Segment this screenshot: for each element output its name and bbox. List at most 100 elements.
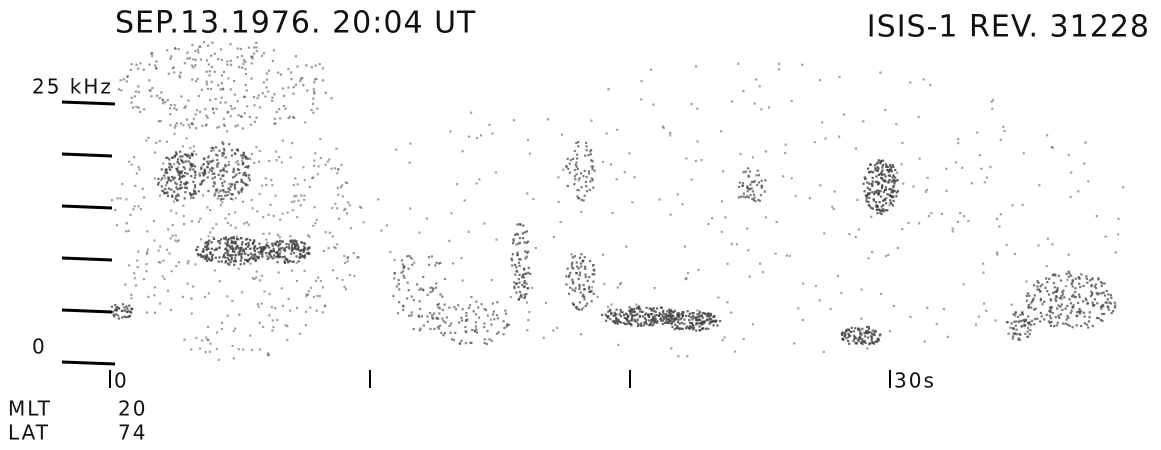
speckle-dot [1122, 186, 1124, 188]
speckle-dot [258, 161, 260, 163]
speckle-dot [927, 177, 929, 179]
speckle-dot [877, 170, 879, 172]
speckle-dot [252, 207, 254, 209]
speckle-dot [173, 66, 175, 68]
speckle-dot [831, 206, 833, 208]
speckle-dot [253, 104, 255, 106]
speckle-dot [809, 197, 811, 199]
speckle-dot [207, 166, 209, 168]
speckle-dot [237, 247, 239, 249]
speckle-dot [930, 212, 932, 214]
speckle-dot [704, 320, 706, 322]
speckle-dot [206, 81, 208, 83]
speckle-dot [304, 121, 306, 123]
speckle-dot [137, 85, 139, 87]
speckle-dot [288, 243, 290, 245]
speckle-dot [734, 351, 736, 353]
speckle-dot [1110, 297, 1112, 299]
speckle-dot [580, 211, 582, 213]
speckle-dot [234, 188, 236, 190]
speckle-dot [569, 172, 571, 174]
speckle-dot [696, 108, 698, 110]
speckle-dot [863, 332, 865, 334]
speckle-dot [128, 315, 130, 317]
speckle-dot [335, 148, 337, 150]
speckle-dot [148, 89, 150, 91]
speckle-dot [202, 194, 204, 196]
speckle-dot [1026, 300, 1028, 302]
speckle-dot [449, 325, 451, 327]
speckle-dot [870, 339, 872, 341]
speckle-dot [290, 253, 292, 255]
speckle-dot [220, 204, 222, 206]
speckle-dot [855, 236, 857, 238]
speckle-dot [896, 172, 898, 174]
speckle-dot [754, 103, 756, 105]
speckle-dot [1096, 215, 1098, 217]
speckle-dot [1055, 298, 1057, 300]
speckle-dot [277, 234, 279, 236]
speckle-dot [400, 272, 402, 274]
speckle-dot [228, 213, 230, 215]
speckle-dot [633, 308, 635, 310]
speckle-dot [881, 174, 883, 176]
speckle-dot [194, 263, 196, 265]
speckle-dot [653, 316, 655, 318]
speckle-dot [431, 255, 433, 257]
speckle-dot [241, 291, 243, 293]
speckle-dot [189, 157, 191, 159]
speckle-dot [185, 105, 187, 107]
speckle-dot [846, 329, 848, 331]
speckle-dot [574, 150, 576, 152]
speckle-dot [897, 179, 899, 181]
speckle-dot [435, 282, 437, 284]
speckle-dot [814, 141, 816, 143]
speckle-dot [663, 313, 665, 315]
speckle-dot [439, 325, 441, 327]
speckle-dot [116, 197, 118, 199]
speckle-dot [503, 320, 505, 322]
speckle-dot [227, 252, 229, 254]
speckle-dot [867, 187, 869, 189]
speckle-dot [240, 237, 242, 239]
y-minor-tick [62, 258, 112, 260]
speckle-dot [880, 293, 882, 295]
speckle-dot [183, 215, 185, 217]
speckle-dot [460, 257, 462, 259]
speckle-dot [268, 246, 270, 248]
speckle-dot [273, 93, 275, 95]
speckle-dot [700, 159, 702, 161]
speckle-dot [256, 248, 258, 250]
speckle-dot [1048, 294, 1050, 296]
speckle-dot [562, 169, 564, 171]
speckle-dot [255, 117, 257, 119]
speckle-dot [248, 47, 250, 49]
speckle-dot [216, 166, 218, 168]
speckle-dot [1078, 283, 1080, 285]
speckle-dot [377, 198, 379, 200]
speckle-dot [194, 177, 196, 179]
speckle-dot [1015, 312, 1017, 314]
speckle-dot [1024, 324, 1026, 326]
speckle-dot [234, 152, 236, 154]
speckle-dot [248, 174, 250, 176]
speckle-dot [648, 315, 650, 317]
speckle-dot [526, 192, 528, 194]
speckle-dot [258, 243, 260, 245]
speckle-dot [583, 284, 585, 286]
speckle-dot [166, 141, 168, 143]
speckle-dot [231, 240, 233, 242]
speckle-dot [1097, 277, 1099, 279]
speckle-dot [883, 180, 885, 182]
speckle-dot [677, 193, 679, 195]
speckle-dot [738, 186, 740, 188]
speckle-dot [871, 191, 873, 193]
speckle-dot [639, 316, 641, 318]
speckle-dot [331, 207, 333, 209]
speckle-dot [238, 314, 240, 316]
speckle-dot [269, 293, 271, 295]
speckle-dot [521, 284, 523, 286]
speckle-dot [1048, 321, 1050, 323]
speckle-dot [480, 134, 482, 136]
speckle-dot [208, 292, 210, 294]
